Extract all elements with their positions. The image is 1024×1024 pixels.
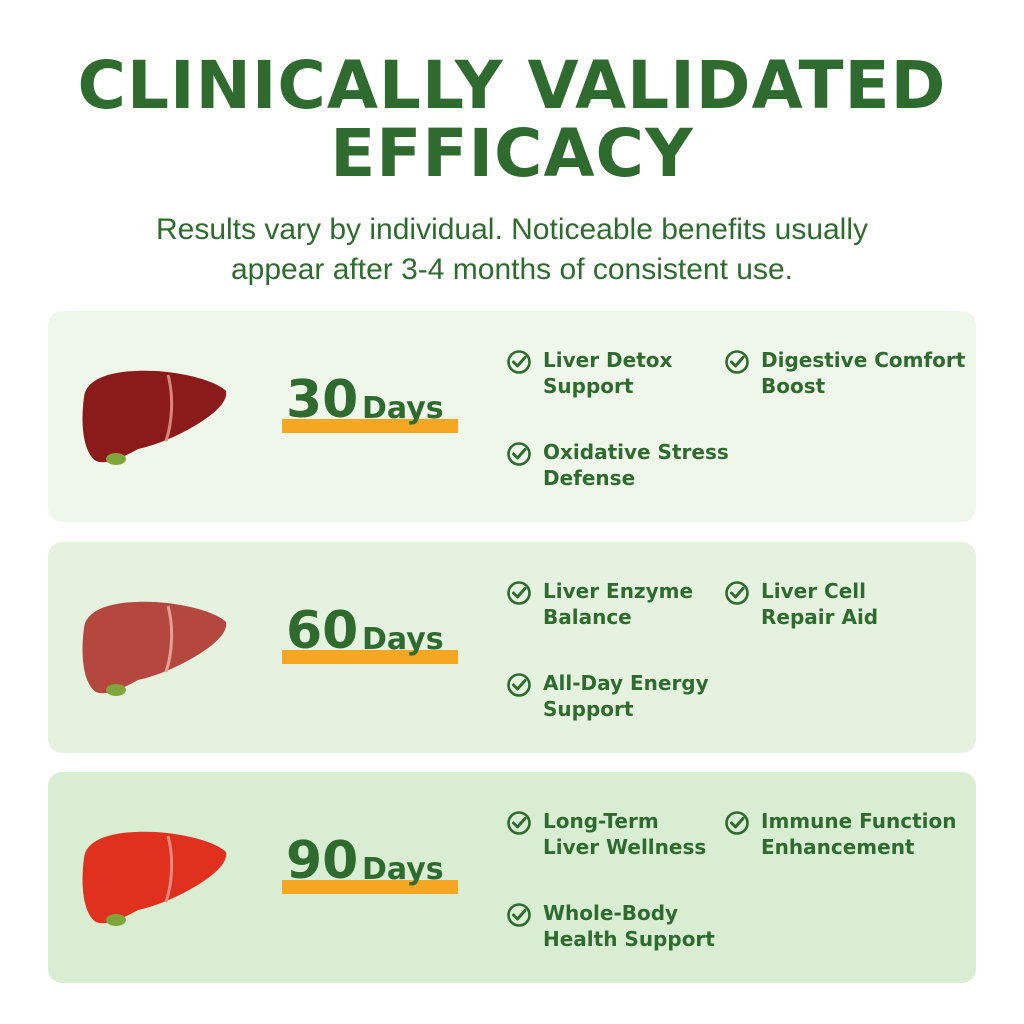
check-circle-icon	[507, 350, 531, 374]
duration-label: 90 Days	[282, 830, 458, 900]
title-line-2: EFFICACY	[330, 115, 694, 192]
subtitle-line-2: appear after 3-4 months of consistent us…	[231, 253, 793, 286]
liver-icon	[82, 370, 227, 465]
duration-number: 60	[286, 601, 359, 661]
benefit-label: Liver Cell Repair Aid	[761, 579, 879, 629]
check-circle-icon	[507, 903, 531, 927]
liver-icon	[82, 831, 227, 926]
benefit-label: Immune Function Enhancement	[761, 809, 957, 859]
stage-card-90-days: 90 Days Long-Term Liver Wellness Immune …	[48, 772, 976, 983]
highlight-bar	[282, 419, 458, 433]
duration-label: 60 Days	[282, 600, 458, 670]
page-title: CLINICALLY VALIDATED EFFICACY	[0, 52, 1024, 188]
subtitle: Results vary by individual. Noticeable b…	[112, 210, 912, 290]
check-circle-icon	[507, 581, 531, 605]
benefit-label: Long-Term Liver Wellness	[543, 809, 707, 859]
benefit-label: Liver Enzyme Balance	[543, 579, 694, 629]
check-circle-icon	[725, 811, 749, 835]
duration-label: 30 Days	[282, 369, 458, 439]
benefit-label: Liver Detox Support	[543, 348, 673, 398]
liver-icon	[82, 601, 227, 696]
subtitle-line-1: Results vary by individual. Noticeable b…	[155, 213, 869, 246]
benefit-label: Oxidative Stress Defense	[543, 440, 729, 490]
duration-unit: Days	[362, 391, 444, 426]
stage-card-60-days: 60 Days Liver Enzyme Balance Liver Cell …	[48, 542, 976, 753]
check-circle-icon	[725, 581, 749, 605]
benefit-label: All-Day Energy Support	[543, 671, 709, 721]
check-circle-icon	[507, 673, 531, 697]
benefit-label: Digestive Comfort Boost	[761, 348, 966, 398]
highlight-bar	[282, 880, 458, 894]
benefit-label: Whole-Body Health Support	[543, 901, 715, 951]
duration-unit: Days	[362, 622, 444, 657]
check-circle-icon	[507, 811, 531, 835]
check-circle-icon	[507, 442, 531, 466]
highlight-bar	[282, 650, 458, 664]
check-circle-icon	[725, 350, 749, 374]
title-line-1: CLINICALLY VALIDATED	[77, 47, 947, 124]
duration-number: 30	[286, 370, 359, 430]
duration-number: 90	[286, 831, 359, 891]
stage-card-30-days: 30 Days Liver Detox Support Digestive Co…	[48, 311, 976, 522]
duration-unit: Days	[362, 852, 444, 887]
